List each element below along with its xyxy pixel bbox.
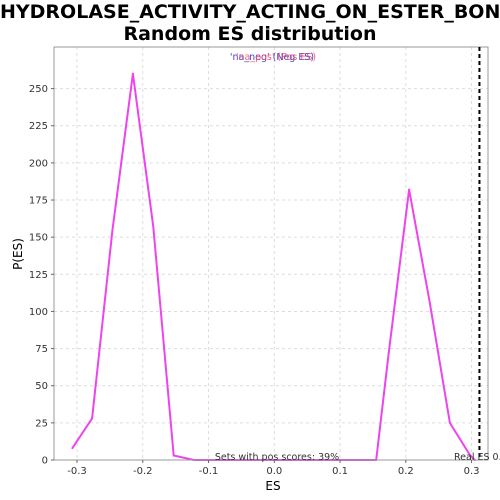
y-tick-label: 150 [29, 233, 48, 244]
data-point [71, 447, 74, 450]
plot-frame [53, 46, 489, 461]
y-tick-label: 75 [35, 344, 48, 355]
x-tick-label: 0.2 [398, 466, 414, 477]
legend-pos: 'na_pos' (Pos ES) [236, 52, 316, 63]
data-point [172, 454, 175, 457]
data-point [428, 300, 431, 302]
x-tick-label: -0.2 [133, 466, 153, 477]
y-tick-label: 50 [35, 381, 48, 392]
grid-lines [54, 47, 488, 460]
y-tick-label: 225 [29, 121, 48, 132]
x-tick-label: 0.0 [266, 466, 282, 477]
es-distribution-line [71, 72, 476, 461]
y-tick-label: 200 [29, 158, 48, 169]
y-tick-label: 125 [29, 270, 48, 281]
chart-title-line2: Random ES distribution [123, 23, 377, 45]
x-tick-label: 0.1 [332, 466, 348, 477]
y-tick-label: 25 [35, 418, 48, 429]
data-point [111, 228, 114, 231]
data-point [469, 454, 472, 457]
x-axis-label: ES [265, 479, 280, 493]
chart-title-line1: HYDROLASE_ACTIVITY_ACTING_ON_ESTER_BONDS… [0, 1, 500, 23]
x-tick-label: 0.3 [464, 466, 480, 477]
y-tick-label: 175 [29, 196, 48, 207]
data-point [408, 188, 411, 191]
data-point [131, 72, 134, 75]
y-tick-label: 100 [29, 307, 48, 318]
y-axis-label: P(ES) [11, 238, 25, 270]
data-point [448, 421, 451, 424]
data-point [387, 352, 390, 354]
y-tick-label: 250 [29, 84, 48, 95]
plot-area [71, 72, 476, 461]
data-point [91, 417, 94, 420]
x-tick-label: -0.3 [67, 466, 87, 477]
data-point [152, 225, 155, 228]
x-tick-label: -0.1 [199, 466, 219, 477]
y-tick-label: 0 [42, 456, 48, 467]
pos-scores-annotation: Sets with pos scores: 39% [215, 452, 339, 463]
legend-neg: 'na_neg' (Neg ES) [230, 52, 314, 63]
real-es-annotation: Real ES 0.31 [454, 452, 500, 463]
